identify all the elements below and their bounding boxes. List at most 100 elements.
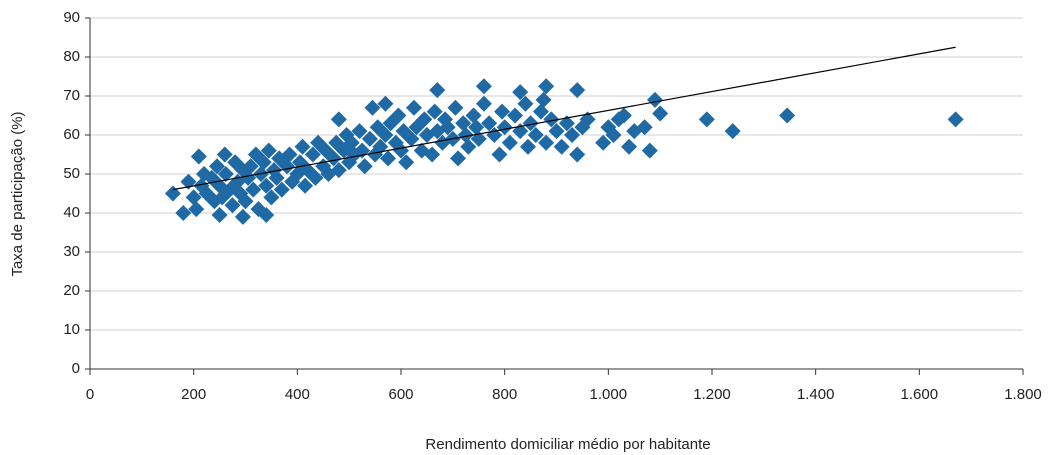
point: [468, 119, 485, 136]
point: [294, 138, 311, 155]
y-tick-label: 50: [63, 165, 80, 182]
point: [361, 130, 378, 147]
y-tick-label: 80: [63, 48, 80, 65]
point: [538, 134, 555, 151]
point: [652, 105, 669, 122]
point: [377, 127, 394, 143]
x-tick-label: 200: [181, 386, 206, 403]
y-tick-label: 40: [63, 204, 80, 221]
point: [475, 78, 492, 95]
point: [636, 119, 653, 136]
y-tick-label: 10: [63, 321, 80, 338]
point: [615, 107, 632, 124]
point: [281, 146, 298, 163]
y-tick-label: 70: [63, 87, 80, 104]
y-tick-label: 60: [63, 126, 80, 143]
point: [429, 123, 446, 140]
point: [377, 95, 394, 112]
point: [527, 127, 544, 143]
point: [297, 177, 314, 194]
y-tick-label: 20: [63, 282, 80, 299]
point: [517, 95, 534, 112]
point: [405, 99, 422, 116]
point: [548, 123, 565, 140]
trendline: [172, 46, 956, 191]
point: [211, 206, 228, 223]
point: [947, 111, 964, 128]
x-tick-label: 800: [492, 386, 517, 403]
point: [242, 158, 259, 175]
point: [538, 78, 555, 95]
point: [273, 181, 290, 198]
y-tick-label: 90: [63, 9, 80, 26]
point: [398, 154, 415, 171]
point: [535, 91, 552, 108]
point: [263, 189, 280, 206]
point: [724, 123, 741, 140]
point: [330, 162, 347, 179]
point: [512, 84, 529, 101]
y-tick-label: 30: [63, 243, 80, 260]
point: [356, 158, 373, 175]
point: [512, 123, 529, 140]
point: [543, 111, 560, 128]
point: [325, 150, 342, 167]
point: [553, 138, 570, 155]
x-tick-label: 1.200: [693, 386, 731, 403]
point: [522, 115, 539, 132]
point: [268, 169, 285, 186]
point: [307, 169, 324, 186]
point: [351, 123, 368, 140]
point: [245, 181, 262, 198]
point: [304, 146, 321, 163]
point: [190, 148, 207, 165]
point: [496, 119, 513, 136]
point: [364, 99, 381, 116]
point: [208, 158, 225, 175]
point: [626, 123, 643, 140]
x-tick-label: 1.000: [590, 386, 628, 403]
point: [164, 185, 181, 202]
point: [429, 82, 446, 99]
point: [501, 134, 518, 151]
point: [457, 127, 474, 143]
point: [460, 138, 477, 155]
point: [455, 115, 472, 132]
point: [447, 99, 464, 116]
point: [390, 107, 407, 124]
point: [343, 134, 360, 151]
point: [569, 82, 586, 99]
point: [234, 208, 251, 225]
y-tick-label: 0: [72, 360, 80, 377]
point: [175, 205, 192, 221]
point: [465, 107, 482, 124]
point: [237, 193, 254, 210]
point: [224, 197, 241, 214]
point: [216, 146, 233, 163]
point: [564, 127, 581, 143]
point: [646, 91, 663, 108]
point: [558, 115, 575, 132]
point: [330, 111, 347, 128]
point: [255, 154, 272, 171]
y-axis-label: Taxa de participação (%): [9, 111, 26, 276]
point: [416, 111, 433, 128]
point: [217, 166, 234, 182]
x-tick-label: 0: [86, 386, 94, 403]
point: [188, 201, 205, 218]
point: [779, 107, 796, 124]
point: [491, 146, 508, 163]
point: [380, 150, 397, 167]
x-tick-label: 1.800: [1004, 386, 1042, 403]
point: [403, 130, 420, 147]
point: [260, 142, 277, 159]
point: [240, 169, 257, 186]
x-axis-label: Rendimento domiciliar médio por habitant…: [425, 436, 710, 453]
point: [258, 206, 275, 223]
point: [475, 95, 492, 112]
point: [494, 103, 511, 120]
x-tick-label: 600: [388, 386, 413, 403]
point: [278, 158, 295, 175]
point: [450, 150, 467, 167]
